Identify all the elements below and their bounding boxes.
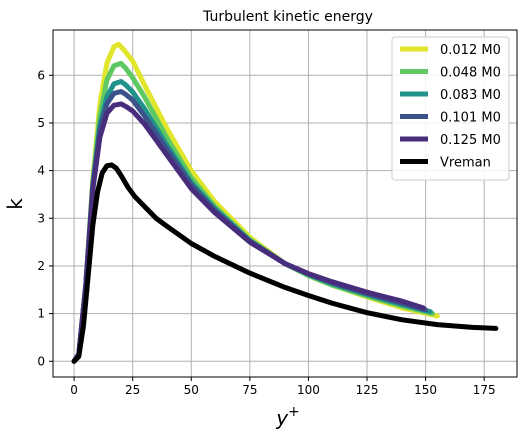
x-tick-label: 50 <box>184 383 199 397</box>
x-tick-label: 75 <box>242 383 257 397</box>
y-axis-label: k <box>3 198 27 210</box>
y-tick-label: 4 <box>37 164 45 178</box>
y-tick-label: 0 <box>37 354 45 368</box>
x-tick-label: 175 <box>473 383 496 397</box>
y-tick-label: 5 <box>37 116 45 130</box>
series-line-4 <box>71 101 426 364</box>
series-line-5 <box>71 162 499 364</box>
x-tick-label: 100 <box>297 383 320 397</box>
x-axis: 0 25 50 75 100 125 150 175 <box>70 377 496 397</box>
legend-label-4: 0.125 M0 <box>440 133 501 148</box>
legend-label-0: 0.012 M0 <box>440 43 501 58</box>
y-tick-label: 3 <box>37 211 45 225</box>
legend-label-5: Vreman <box>440 156 491 171</box>
legend-label-1: 0.048 M0 <box>440 66 501 81</box>
x-tick-label: 125 <box>356 383 379 397</box>
x-axis-label-sup: + <box>288 404 300 420</box>
series-line-2 <box>71 79 433 364</box>
x-tick-label: 0 <box>70 383 78 397</box>
legend: 0.012 M0 0.048 M0 0.083 M0 0.101 M0 0.125 M0… <box>391 36 510 181</box>
y-tick-label: 2 <box>37 259 45 273</box>
x-axis-label: y+ <box>275 404 300 430</box>
legend-label-3: 0.101 M0 <box>440 111 501 126</box>
chart-title: Turbulent kinetic energy <box>202 9 373 25</box>
x-tick-label: 25 <box>125 383 140 397</box>
plot-frame <box>52 29 518 378</box>
x-axis-label-base: y <box>275 406 289 430</box>
y-tick-label: 1 <box>37 307 45 321</box>
x-tick-label: 150 <box>414 383 437 397</box>
y-axis: 0 1 2 3 4 5 6 <box>37 68 53 368</box>
legend-label-2: 0.083 M0 <box>440 88 501 103</box>
series-layer <box>71 41 499 364</box>
y-tick-label: 6 <box>37 68 45 82</box>
